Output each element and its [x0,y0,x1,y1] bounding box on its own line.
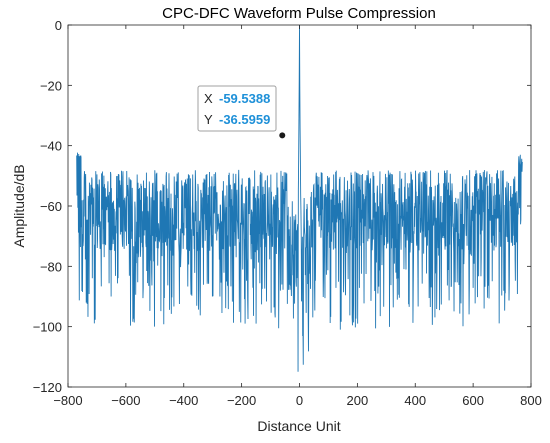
y-axis-label: Amplitude/dB [11,164,27,247]
x-tick-label: −600 [111,393,140,408]
x-tick-label: 600 [462,393,484,408]
y-tick-label: −100 [33,320,62,335]
x-tick-label: −200 [227,393,256,408]
x-tick-label: 800 [520,393,542,408]
chart-title: CPC-DFC Waveform Pulse Compression [162,5,436,22]
data-tip-x-value: -59.5388 [219,91,270,106]
y-tick-label: −60 [40,199,62,214]
data-tip[interactable]: X -59.5388 Y -36.5959 [197,85,286,139]
x-tick-label: −400 [169,393,198,408]
data-tip-y-value: -36.5959 [219,112,270,127]
x-axis-label: Distance Unit [257,418,340,434]
x-tick-label: −800 [53,393,82,408]
x-ticks: −800 −600 −400 −200 0 200 400 600 800 [53,25,542,408]
y-tick-label: −80 [40,259,62,274]
x-tick-label: 200 [347,393,369,408]
data-tip-box [197,85,277,132]
data-tip-marker[interactable] [279,132,286,139]
y-tick-label: −40 [40,139,62,154]
x-tick-label: 400 [404,393,426,408]
y-ticks: 0 −20 −40 −60 −80 −100 −120 [33,18,531,395]
y-tick-label: −120 [33,380,62,395]
y-tick-label: 0 [55,18,62,33]
data-tip-x-label: X [204,91,213,106]
data-tip-y-label: Y [204,112,213,127]
y-tick-label: −20 [40,78,62,93]
x-tick-label: 0 [296,393,303,408]
